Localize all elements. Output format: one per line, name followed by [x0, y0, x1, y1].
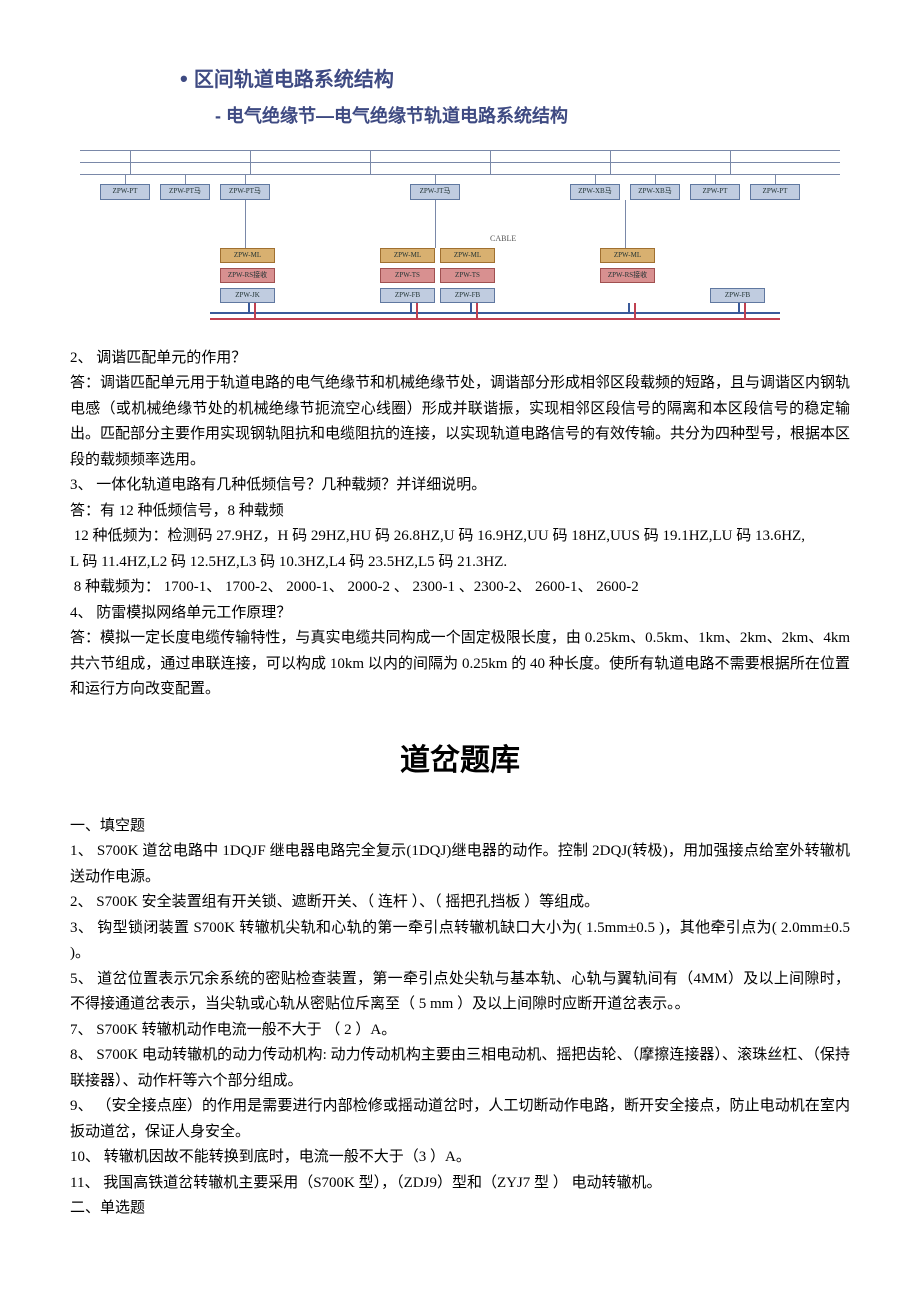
single-choice-heading: 二、单选题: [70, 1196, 850, 1222]
cable-label: CABLE: [490, 232, 516, 246]
diagram-box: ZPW-ML: [380, 248, 435, 263]
fill-item: 5、 道岔位置表示冗余系统的密贴检查装置，第一牵引点处尖轨与基本轨、心轨与翼轨间…: [70, 967, 850, 1018]
heading-level-1: 区间轨道电路系统结构: [180, 60, 850, 97]
diagram-box: ZPW-PT马: [220, 184, 270, 200]
answer-line: L 码 11.4HZ,L2 码 12.5HZ,L3 码 10.3HZ,L4 码 …: [70, 550, 850, 576]
diagram-box: ZPW-ML: [600, 248, 655, 263]
answer-line: 8 种载频为： 1700-1、 1700-2、 2000-1、 2000-2 、…: [70, 575, 850, 601]
fill-item: 3、 钩型锁闭装置 S700K 转辙机尖轨和心轨的第一牵引点转辙机缺口大小为( …: [70, 916, 850, 967]
fill-item: 10、 转辙机因故不能转换到底时，电流一般不大于（3 ）A。: [70, 1145, 850, 1171]
diagram-box: ZPW-PT马: [160, 184, 210, 200]
diagram-box: ZPW-JK: [220, 288, 275, 303]
fill-item: 11、 我国高铁道岔转辙机主要采用（S700K 型），（ZDJ9）型和（ZYJ7…: [70, 1171, 850, 1197]
diagram-box: ZPW-RS接收: [600, 268, 655, 283]
diagram-box: ZPW-PT: [750, 184, 800, 200]
diagram-box: ZPW-XB马: [570, 184, 620, 200]
fill-item: 9、 （安全接点座）的作用是需要进行内部检修或摇动道岔时，人工切断动作电路，断开…: [70, 1094, 850, 1145]
diagram-box: ZPW-PT: [690, 184, 740, 200]
diagram-box: ZPW-FB: [440, 288, 495, 303]
section-title: 道岔题库: [70, 735, 850, 786]
diagram-box: ZPW-XB马: [630, 184, 680, 200]
fill-item: 8、 S700K 电动转辙机的动力传动机构: 动力传动机构主要由三相电动机、摇把…: [70, 1043, 850, 1094]
diagram-box: ZPW-TS: [380, 268, 435, 283]
question: 3、 一体化轨道电路有几种低频信号？几种载频？并详细说明。: [70, 473, 850, 499]
diagram-box: ZPW-ML: [220, 248, 275, 263]
diagram-box: ZPW-FB: [710, 288, 765, 303]
fill-item: 2、 S700K 安全装置组有开关锁、遮断开关、（ 连杆 ）、（ 摇把孔挡板 ）…: [70, 890, 850, 916]
diagram-box: ZPW-ML: [440, 248, 495, 263]
fill-blank-block: 1、 S700K 道岔电路中 1DQJF 继电器电路完全复示(1DQJ)继电器的…: [70, 839, 850, 1196]
diagram-box: ZPW-PT: [100, 184, 150, 200]
fill-item: 1、 S700K 道岔电路中 1DQJF 继电器电路完全复示(1DQJ)继电器的…: [70, 839, 850, 890]
qa-block: 2、 调谐匹配单元的作用？答：调谐匹配单元用于轨道电路的电气绝缘节和机械绝缘节处…: [70, 346, 850, 703]
fill-item: 7、 S700K 转辙机动作电流一般不大于 （ 2 ）A。: [70, 1018, 850, 1044]
answer-line: 答：模拟一定长度电缆传输特性，与真实电缆共同构成一个固定极限长度，由 0.25k…: [70, 626, 850, 703]
diagram-box: ZPW-JT马: [410, 184, 460, 200]
heading-level-2: 电气绝缘节—电气绝缘节轨道电路系统结构: [215, 101, 850, 132]
diagram-box: ZPW-RS接收: [220, 268, 275, 283]
question: 4、 防雷模拟网络单元工作原理？: [70, 601, 850, 627]
fill-blank-heading: 一、填空题: [70, 814, 850, 840]
question: 2、 调谐匹配单元的作用？: [70, 346, 850, 372]
diagram-box: ZPW-FB: [380, 288, 435, 303]
answer-line: 12 种低频为：检测码 27.9HZ，H 码 29HZ,HU 码 26.8HZ,…: [70, 524, 850, 550]
diagram-box: ZPW-TS: [440, 268, 495, 283]
circuit-diagram: ZPW-PT ZPW-PT马 ZPW-PT马 ZPW-JT马 ZPW-XB马 ZPW-XB…: [70, 140, 850, 340]
answer-line: 答：调谐匹配单元用于轨道电路的电气绝缘节和机械绝缘节处，调谐部分形成相邻区段载频…: [70, 371, 850, 473]
answer-line: 答：有 12 种低频信号，8 种载频: [70, 499, 850, 525]
